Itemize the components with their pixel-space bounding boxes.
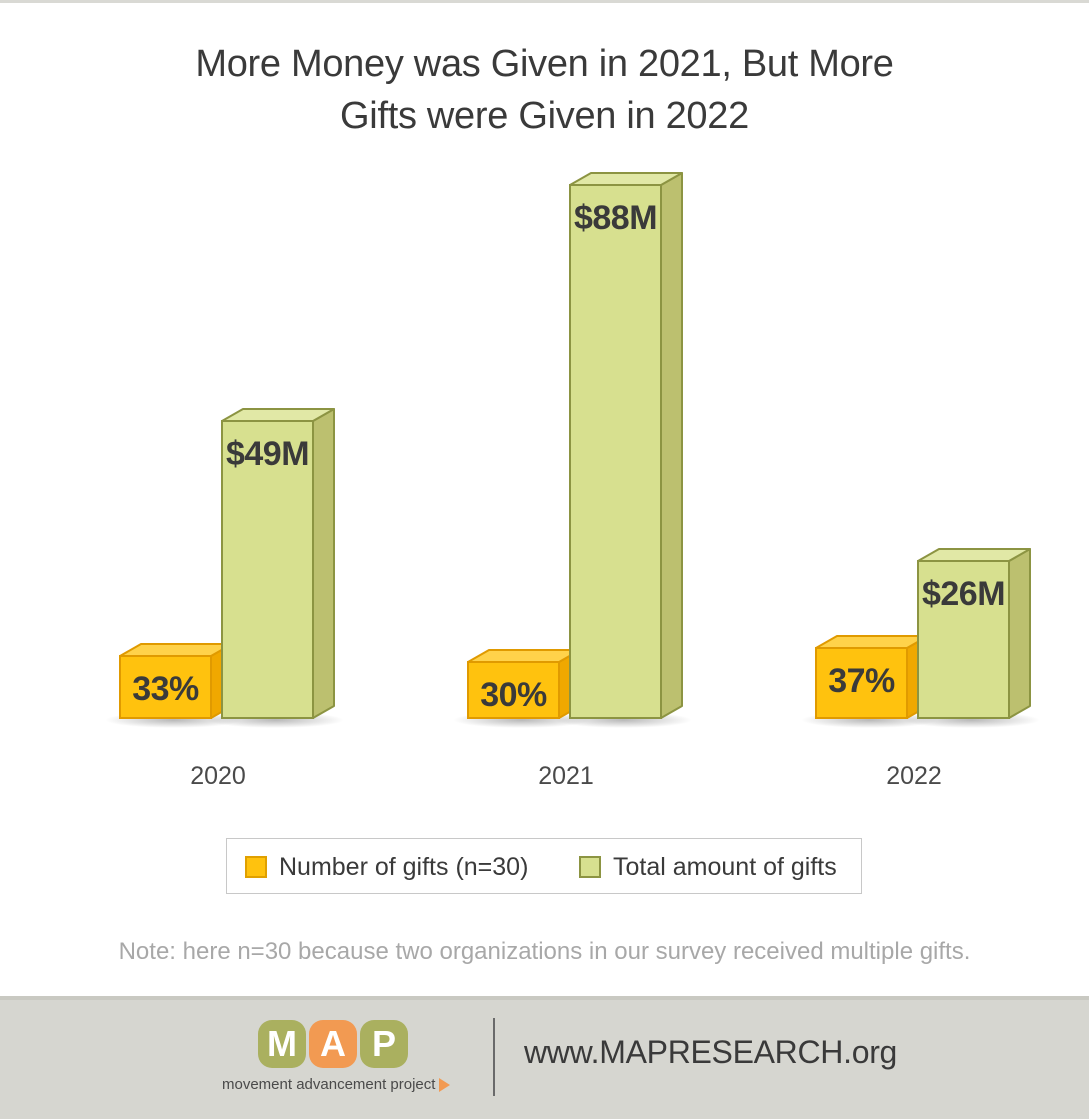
play-arrow-icon xyxy=(439,1077,451,1092)
legend-item-total-amount: Total amount of gifts xyxy=(579,839,837,895)
bar-amount-2022-front xyxy=(917,560,1010,719)
bar-gifts-2021-top xyxy=(467,649,581,663)
bar-amount-2021-label: $88M xyxy=(574,199,657,237)
bar-gifts-2021-front xyxy=(467,661,560,719)
bar-gifts-2021-label: 30% xyxy=(480,676,547,714)
bar-gifts-2020-label: 33% xyxy=(132,670,199,708)
bar-amount-2020-front xyxy=(221,420,314,719)
chart-title: More Money was Given in 2021, But More G… xyxy=(60,38,1029,142)
bar-amount-2022-top xyxy=(917,548,1031,562)
logo-tagline-text: movement advancement project xyxy=(222,1076,436,1093)
bar-gifts-2022-front xyxy=(815,647,908,719)
logo-letter-m: M xyxy=(258,1020,306,1068)
legend-item-number-of-gifts: Number of gifts (n=30) xyxy=(245,839,528,895)
x-tick-label-2022: 2022 xyxy=(886,762,942,790)
bar-gifts-2020-top xyxy=(119,643,233,657)
website-url[interactable]: www.MAPRESEARCH.org xyxy=(524,1034,898,1070)
bar-amount-2021-top xyxy=(569,172,683,186)
logo-letter-a: A xyxy=(309,1020,357,1068)
footnote: Note: here n=30 because two organization… xyxy=(118,938,971,965)
bar-amount-2020-side xyxy=(312,408,335,719)
footer-border xyxy=(0,996,1089,1000)
bar-amount-2022: $26M xyxy=(903,548,1040,728)
chart-legend: Number of gifts (n=30) Total amount of g… xyxy=(226,838,862,894)
legend-label-number-of-gifts: Number of gifts (n=30) xyxy=(279,852,529,881)
bar-amount-2020: $49M xyxy=(207,408,344,728)
chart-title-line-1: More Money was Given in 2021, But More xyxy=(195,43,894,85)
bar-amount-2020-label: $49M xyxy=(226,435,309,473)
top-rule xyxy=(0,0,1089,3)
bar-amount-2021-side xyxy=(660,172,683,719)
legend-swatch-number-of-gifts xyxy=(245,856,267,878)
bar-gifts-2022-label: 37% xyxy=(828,662,895,700)
map-logo: M A P xyxy=(258,1020,411,1068)
x-tick-label-2021: 2021 xyxy=(538,762,594,790)
bar-amount-2021-front xyxy=(569,184,662,719)
bar-amount-2021: $88M xyxy=(555,172,692,728)
logo-tagline: movement advancement project xyxy=(222,1076,451,1093)
bar-amount-2020-top xyxy=(221,408,335,422)
bar-chart: 33% $49M 2020 30% $88M 2021 37% $26M 2022 xyxy=(105,172,1040,790)
footer: M A P movement advancement project www.M… xyxy=(0,996,1089,1119)
footer-divider xyxy=(493,1018,495,1096)
bar-amount-2022-label: $26M xyxy=(922,575,1005,613)
x-tick-label-2020: 2020 xyxy=(190,762,246,790)
bar-gifts-2020-front xyxy=(119,655,212,719)
legend-swatch-total-amount xyxy=(579,856,601,878)
bar-gifts-2022-top xyxy=(815,635,929,649)
bar-amount-2022-side xyxy=(1008,548,1031,719)
logo-letter-p: P xyxy=(360,1020,408,1068)
legend-label-total-amount: Total amount of gifts xyxy=(613,852,837,881)
bar-gifts-2020: 33% xyxy=(105,643,242,728)
chart-title-line-2: Gifts were Given in 2022 xyxy=(340,95,749,137)
